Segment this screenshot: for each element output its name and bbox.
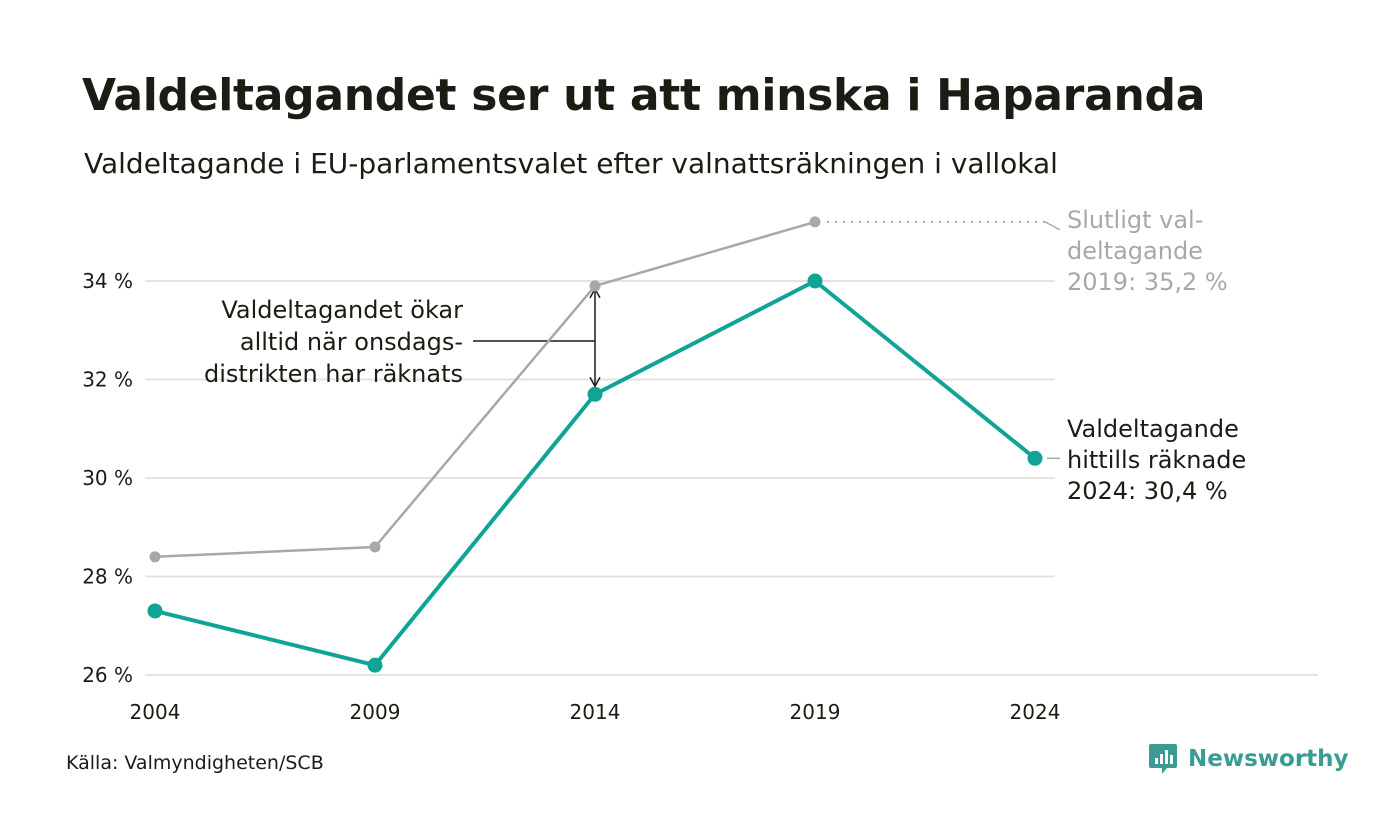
valnatt-series-point: [587, 386, 603, 402]
annotation-onsdag: Valdeltagandet ökar: [221, 296, 463, 324]
annotation-slutligt: Slutligt val-: [1067, 206, 1203, 234]
y-tick-label: 32 %: [82, 368, 133, 392]
x-tick-label: 2014: [570, 700, 621, 724]
leader-tick: [1044, 221, 1061, 231]
newsworthy-logo-icon: [1149, 744, 1177, 774]
y-axis-ticks: 26 % 28 % 30 % 32 % 34 %: [82, 269, 133, 687]
gridlines: [145, 280, 1318, 676]
slutligt-series-point: [809, 216, 821, 228]
arrowhead-down: [589, 376, 601, 388]
y-tick-label: 26 %: [82, 663, 133, 687]
slutligt-series-point: [369, 541, 381, 553]
valnatt-series-point: [807, 273, 823, 289]
y-tick-label: 28 %: [82, 565, 133, 589]
slutligt-series-line: [154, 220, 816, 559]
valnatt-series-point: [147, 603, 163, 619]
valnatt-series-point: [1027, 450, 1043, 466]
brand-logo[interactable]: Newsworthy: [1148, 742, 1349, 776]
brand-name: Newsworthy: [1188, 746, 1349, 772]
y-tick-label: 34 %: [82, 269, 133, 293]
chart-title: Valdeltagandet ser ut att minska i Hapar…: [82, 70, 1206, 121]
valnatt-series-point: [367, 657, 383, 673]
annotations: Valdeltagandet ökar alltid när onsdags-di…: [204, 206, 1246, 505]
annotation-hittills: Valdeltagande: [1067, 415, 1239, 443]
annotation-onsdag: distrikten har räknats: [204, 360, 463, 388]
series: [147, 216, 1043, 673]
chart-subtitle: Valdeltagande i EU-parlamentsvalet efter…: [84, 147, 1058, 180]
x-tick-label: 2004: [130, 700, 181, 724]
x-tick-label: 2019: [790, 700, 841, 724]
annotation-onsdag: alltid när onsdags-: [240, 328, 463, 356]
x-tick-label: 2009: [350, 700, 401, 724]
annotation-hittills: hittills räknade: [1067, 446, 1246, 474]
annotation-leaders: [473, 220, 1061, 460]
x-axis-ticks: 2004 2009 2014 2019 2024: [130, 700, 1061, 724]
annotation-slutligt: deltagande: [1067, 237, 1203, 265]
y-tick-label: 30 %: [82, 466, 133, 490]
annotation-hittills: 2024: 30,4 %: [1067, 477, 1228, 505]
x-tick-label: 2024: [1010, 700, 1061, 724]
line-chart: 26 % 28 % 30 % 32 % 34 % 2004 2009 2014 2019 202…: [82, 206, 1318, 724]
annotation-slutligt: 2019: 35,2 %: [1067, 268, 1228, 296]
source-note: Källa: Valmyndigheten/SCB: [66, 752, 324, 774]
slutligt-series-point: [149, 551, 161, 563]
slutligt-series-point: [589, 280, 601, 292]
